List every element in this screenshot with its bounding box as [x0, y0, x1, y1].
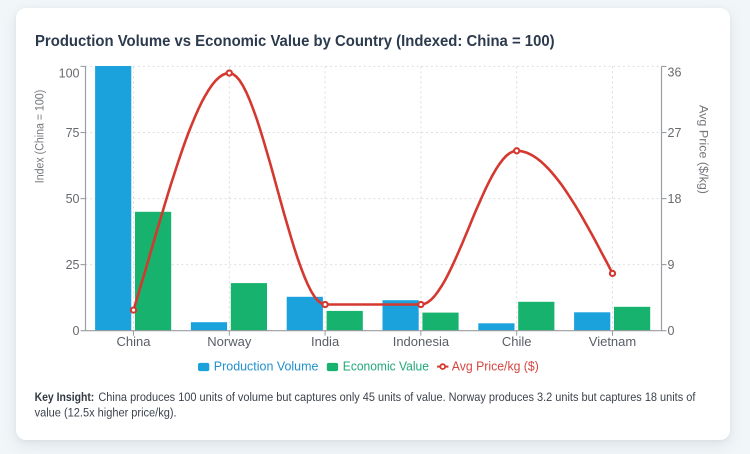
- svg-text:Chile: Chile: [502, 334, 532, 349]
- svg-text:Norway: Norway: [207, 334, 252, 349]
- svg-text:value (12.5x higher price/kg).: value (12.5x higher price/kg).: [35, 406, 177, 420]
- svg-text:China produces 100 units of vo: China produces 100 units of volume but c…: [98, 390, 695, 404]
- svg-text:9: 9: [668, 258, 675, 272]
- svg-text:25: 25: [66, 258, 80, 272]
- svg-text:0: 0: [73, 324, 80, 338]
- svg-text:China: China: [117, 334, 152, 349]
- svg-text:27: 27: [668, 126, 682, 140]
- svg-text:Key Insight:: Key Insight:: [35, 390, 95, 404]
- svg-text:36: 36: [668, 66, 682, 80]
- svg-text:Vietnam: Vietnam: [589, 334, 636, 349]
- svg-text:India: India: [311, 334, 340, 349]
- svg-text:Indonesia: Indonesia: [393, 334, 450, 349]
- svg-text:Production Volume: Production Volume: [214, 358, 319, 373]
- svg-text:18: 18: [668, 192, 682, 206]
- svg-text:Economic Value: Economic Value: [343, 358, 429, 373]
- svg-text:100: 100: [59, 67, 80, 81]
- svg-text:Index (China = 100): Index (China = 100): [33, 90, 47, 184]
- svg-text:0: 0: [668, 324, 675, 338]
- svg-text:75: 75: [66, 126, 80, 140]
- svg-text:Production Volume vs Economic: Production Volume vs Economic Value by C…: [35, 33, 555, 50]
- svg-text:50: 50: [66, 192, 80, 206]
- svg-text:Avg Price/kg ($): Avg Price/kg ($): [452, 358, 539, 373]
- svg-text:Avg Price ($/kg): Avg Price ($/kg): [697, 105, 711, 194]
